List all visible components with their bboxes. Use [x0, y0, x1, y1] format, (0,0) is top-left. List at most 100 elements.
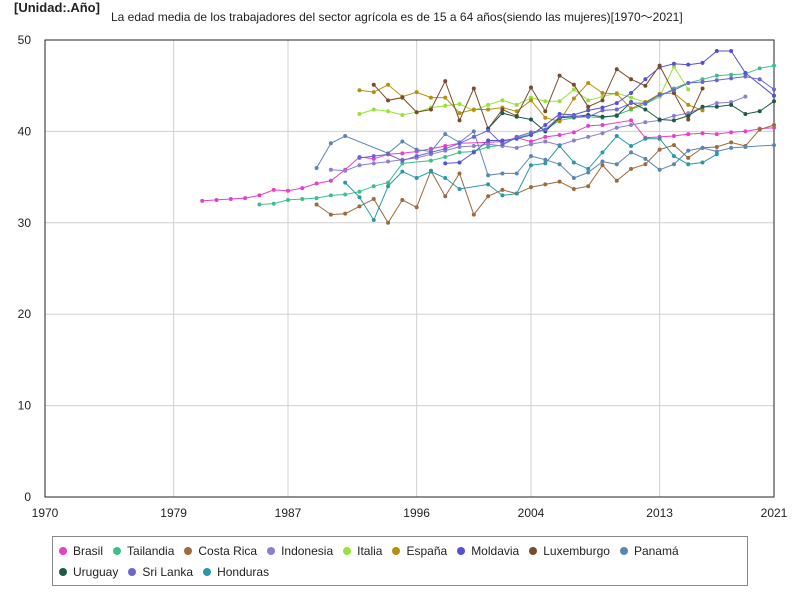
- data-point: [357, 189, 362, 194]
- data-point: [529, 85, 533, 90]
- legend-item: Honduras: [203, 561, 269, 582]
- data-point: [600, 163, 605, 168]
- data-point: [629, 101, 634, 106]
- data-point: [529, 163, 533, 168]
- data-point: [457, 141, 462, 146]
- data-point: [471, 134, 476, 139]
- data-point: [486, 138, 491, 143]
- data-point: [371, 218, 376, 223]
- legend: Brasil Tailandia Costa Rica Indonesia Italia…: [52, 536, 748, 586]
- data-point: [543, 127, 548, 132]
- legend-marker: [59, 546, 67, 555]
- data-point: [700, 145, 705, 150]
- data-point: [371, 154, 376, 159]
- x-tick-label: 2021: [761, 506, 788, 520]
- data-point: [686, 162, 691, 167]
- series-line: [373, 64, 703, 130]
- data-point: [314, 202, 319, 207]
- data-point: [500, 171, 505, 176]
- data-point: [457, 160, 462, 165]
- data-point: [557, 179, 562, 184]
- data-point: [700, 86, 705, 91]
- data-point: [714, 48, 719, 53]
- data-point: [371, 197, 376, 202]
- data-point: [457, 144, 462, 149]
- data-point: [486, 182, 491, 187]
- data-point: [614, 178, 619, 183]
- data-point: [400, 161, 405, 166]
- data-point: [643, 156, 648, 161]
- series-line: [330, 96, 746, 172]
- data-point: [428, 107, 433, 112]
- data-point: [443, 146, 448, 151]
- data-point: [414, 176, 419, 181]
- data-point: [400, 139, 405, 144]
- data-point: [571, 186, 576, 191]
- data-point: [700, 60, 705, 65]
- x-tick-label: 1987: [275, 506, 302, 520]
- legend-marker: [59, 567, 67, 576]
- data-point: [671, 61, 676, 66]
- data-point: [671, 143, 676, 148]
- series-group: [200, 48, 776, 225]
- legend-marker: [128, 567, 137, 576]
- data-point: [671, 133, 676, 138]
- legend-label: Uruguay: [73, 564, 119, 579]
- data-point: [614, 101, 619, 106]
- legend-item: Panamá: [619, 540, 679, 561]
- legend-label: Costa Rica: [198, 543, 258, 558]
- y-tick-label: 20: [18, 307, 32, 321]
- data-point: [357, 195, 362, 200]
- data-point: [557, 73, 562, 78]
- data-point: [657, 92, 662, 97]
- data-point: [343, 211, 348, 216]
- data-point: [529, 130, 533, 135]
- data-point: [600, 108, 605, 113]
- data-point: [772, 123, 776, 128]
- data-point: [571, 82, 576, 87]
- data-point: [714, 152, 719, 157]
- series-line: [359, 76, 775, 162]
- data-point: [514, 134, 519, 139]
- data-point: [600, 150, 605, 155]
- data-point: [328, 212, 333, 217]
- legend-label: Brasil: [73, 543, 104, 558]
- series-sri-lanka: [357, 74, 776, 163]
- data-point: [514, 191, 519, 196]
- data-point: [671, 64, 676, 69]
- data-point: [343, 192, 348, 197]
- data-point: [614, 67, 619, 72]
- legend-marker: [267, 546, 276, 555]
- data-point: [543, 109, 548, 114]
- data-point: [629, 91, 634, 96]
- data-point: [529, 142, 533, 147]
- data-point: [729, 130, 734, 135]
- data-point: [443, 161, 448, 166]
- data-point: [271, 201, 276, 206]
- data-point: [600, 159, 605, 164]
- data-point: [500, 193, 505, 198]
- data-point: [514, 145, 519, 150]
- data-point: [529, 133, 533, 138]
- data-point: [629, 118, 634, 123]
- data-point: [600, 91, 605, 96]
- data-point: [643, 120, 648, 125]
- data-point: [443, 144, 448, 149]
- legend-marker: [529, 546, 538, 555]
- data-point: [772, 125, 776, 130]
- data-point: [614, 91, 619, 96]
- x-tick-label: 1979: [160, 506, 187, 520]
- data-point: [671, 118, 676, 123]
- data-point: [586, 80, 591, 85]
- data-point: [586, 104, 591, 109]
- series-costa-rica: [314, 123, 776, 225]
- data-point: [643, 101, 648, 106]
- data-point: [686, 87, 691, 92]
- data-point: [629, 150, 634, 155]
- data-point: [314, 181, 319, 186]
- data-point: [228, 197, 233, 202]
- legend-marker: [343, 546, 352, 555]
- legend-marker: [619, 546, 628, 555]
- data-point: [686, 102, 691, 107]
- series-italia: [357, 64, 691, 117]
